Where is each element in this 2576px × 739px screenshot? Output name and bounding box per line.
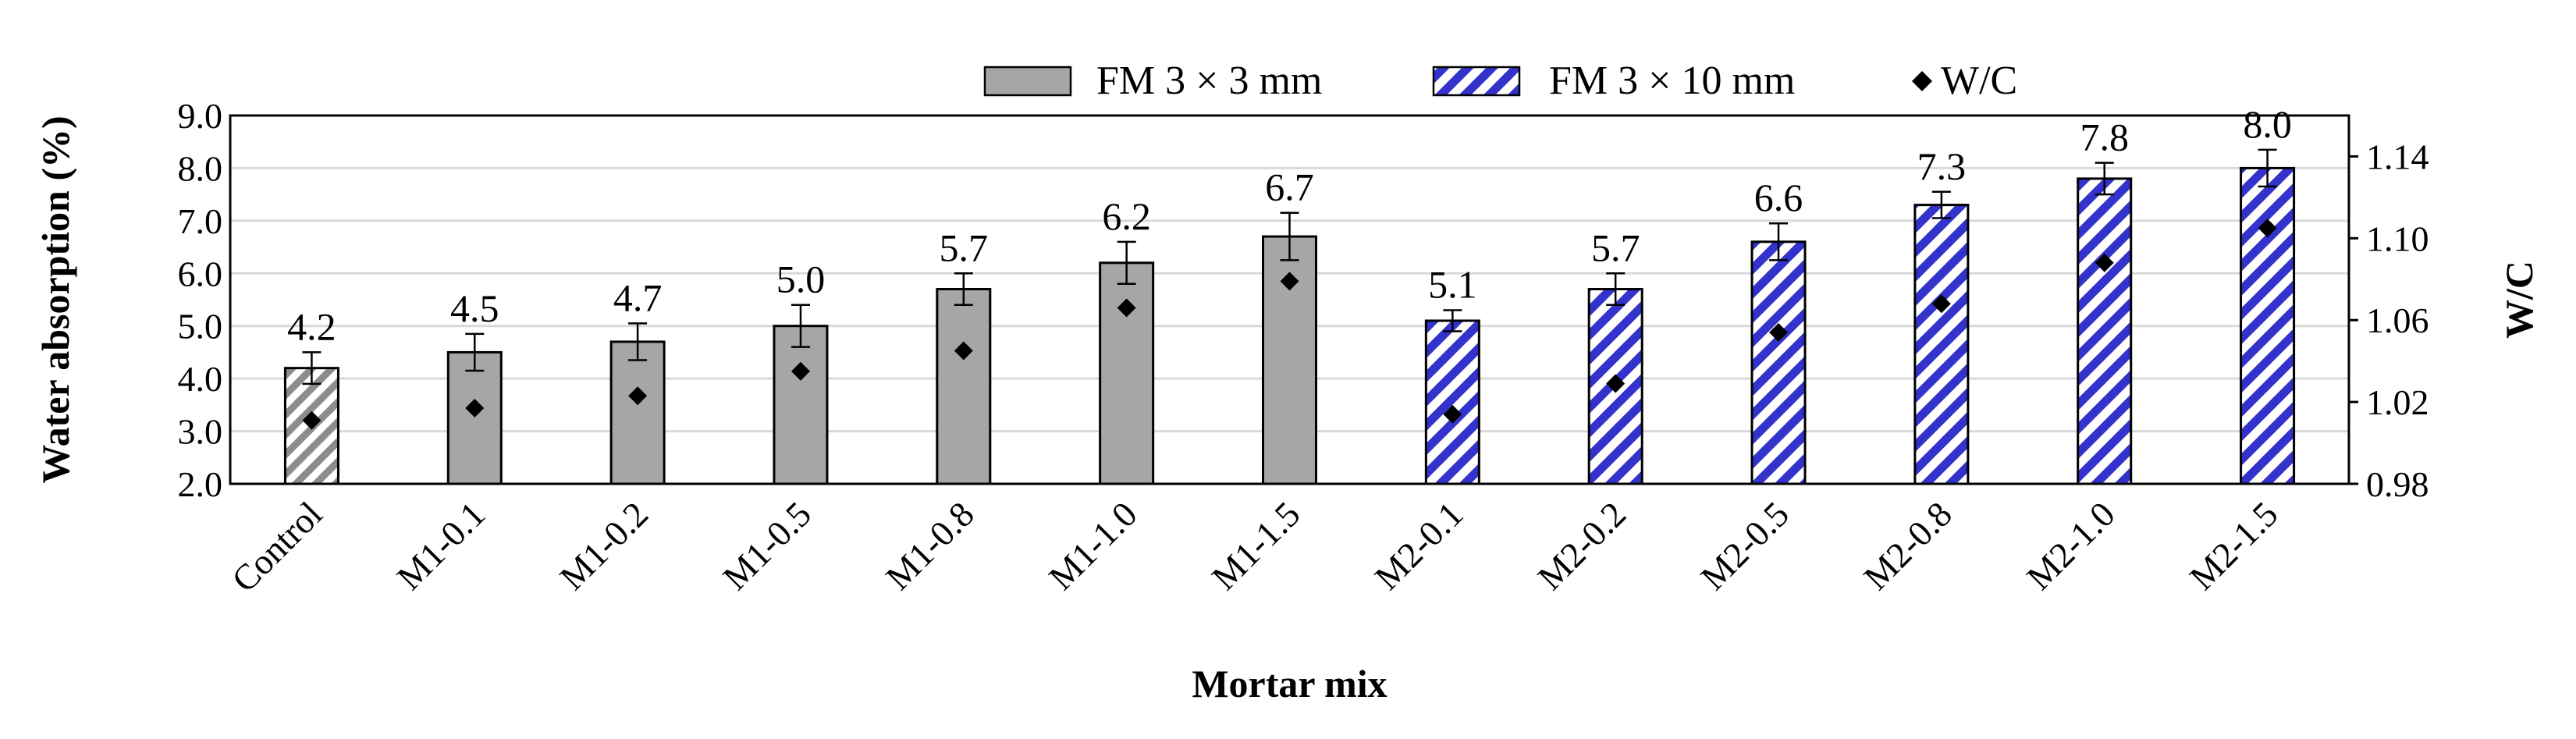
wc-diamond-marker bbox=[1769, 322, 1789, 342]
wc-diamond-marker bbox=[628, 386, 648, 406]
y2-tick-label: 0.98 bbox=[2366, 464, 2429, 504]
legend-label-wc: W/C bbox=[1941, 59, 2017, 103]
x-tick-label: M2-1.5 bbox=[2182, 494, 2286, 598]
data-label: 4.2 bbox=[287, 304, 336, 348]
bar bbox=[2077, 177, 2133, 485]
x-tick-label: M1-0.5 bbox=[715, 494, 819, 598]
x-tick-label: M1-0.1 bbox=[389, 494, 493, 598]
data-label: 6.2 bbox=[1102, 194, 1151, 238]
x-tick-label: M1-1.0 bbox=[1041, 494, 1145, 598]
x-tick-label: M1-0.2 bbox=[552, 494, 656, 598]
y2-tick-label: 1.10 bbox=[2366, 219, 2429, 258]
y-tick-label: 5.0 bbox=[178, 307, 223, 346]
x-tick-label: M2-1.0 bbox=[2019, 494, 2123, 598]
bar bbox=[1099, 261, 1155, 485]
legend-swatch-fm10 bbox=[1432, 66, 1521, 97]
data-label: 4.5 bbox=[450, 286, 499, 330]
y-tick-label: 7.0 bbox=[178, 201, 223, 241]
data-label: 8.0 bbox=[2243, 102, 2292, 146]
bar bbox=[609, 340, 666, 485]
data-label: 7.3 bbox=[1917, 144, 1967, 188]
wc-diamond-marker bbox=[1117, 298, 1136, 318]
wc-diamond-marker bbox=[954, 341, 973, 361]
bar bbox=[2240, 166, 2296, 485]
wc-diamond-marker bbox=[465, 398, 485, 417]
legend: FM 3 × 3 mm FM 3 × 10 mm W/C bbox=[983, 59, 2017, 103]
wc-diamond-marker bbox=[1280, 272, 1299, 291]
bar bbox=[446, 350, 503, 485]
data-label: 6.7 bbox=[1265, 165, 1314, 209]
bar bbox=[1913, 204, 1970, 485]
data-label: 5.0 bbox=[776, 258, 826, 301]
y2-axis-title: W/C bbox=[2497, 261, 2541, 339]
data-label: 7.8 bbox=[2080, 115, 2129, 159]
bar bbox=[1750, 240, 1807, 485]
x-tick-label: M1-1.5 bbox=[1204, 494, 1308, 598]
y2-axis-ticks: 0.98 1.02 1.06 1.10 1.14 bbox=[2349, 137, 2429, 504]
wc-diamond-marker bbox=[791, 361, 810, 381]
y2-tick-label: 1.02 bbox=[2366, 382, 2429, 422]
wc-diamond-marker bbox=[1931, 294, 1951, 314]
y-tick-label: 3.0 bbox=[178, 412, 223, 452]
y-axis-ticks: 2.0 3.0 4.0 5.0 6.0 7.0 8.0 9.0 bbox=[178, 96, 223, 504]
data-label: 4.7 bbox=[613, 275, 663, 319]
y2-tick-label: 1.06 bbox=[2366, 300, 2429, 340]
x-tick-label: M2-0.8 bbox=[1856, 494, 1960, 598]
legend-diamond-icon bbox=[1912, 71, 1932, 91]
bar bbox=[1424, 319, 1480, 485]
y-axis-title: Water absorption (%) bbox=[34, 115, 77, 483]
legend-label-fm10: FM 3 × 10 mm bbox=[1549, 59, 1795, 103]
plot-frame bbox=[229, 114, 2350, 485]
x-tick-label: Control bbox=[224, 494, 329, 599]
y-tick-label: 6.0 bbox=[178, 254, 223, 293]
y2-tick-label: 1.14 bbox=[2366, 137, 2429, 176]
y-tick-label: 8.0 bbox=[178, 148, 223, 188]
wc-diamond-marker bbox=[2258, 219, 2277, 238]
x-axis-ticks: Control M1-0.1 M1-0.2 M1-0.5 M1-0.8 M1-1.0 M1-… bbox=[224, 494, 2286, 599]
x-axis-title: Mortar mix bbox=[1192, 662, 1387, 705]
data-labels: 4.2 4.5 4.7 5.0 5.7 6.2 6.7 5.1 5.7 6.6 7.3 7.8 8.0 bbox=[287, 102, 2292, 349]
data-label: 6.6 bbox=[1754, 176, 1803, 219]
x-tick-label: M2-0.1 bbox=[1367, 494, 1471, 598]
y-tick-label: 9.0 bbox=[178, 96, 223, 136]
x-tick-label: M2-0.5 bbox=[1693, 494, 1796, 598]
x-tick-label: M2-0.2 bbox=[1530, 494, 1634, 598]
y-tick-label: 4.0 bbox=[178, 359, 223, 399]
wc-markers bbox=[302, 219, 2277, 430]
data-label: 5.7 bbox=[940, 226, 989, 269]
bar bbox=[773, 325, 829, 485]
data-label: 5.7 bbox=[1591, 226, 1640, 269]
wc-diamond-marker bbox=[1606, 374, 1626, 393]
wc-diamond-marker bbox=[2095, 253, 2114, 272]
bar bbox=[936, 288, 992, 485]
wc-diamond-marker bbox=[302, 410, 322, 430]
y-tick-label: 2.0 bbox=[178, 464, 223, 504]
data-label: 5.1 bbox=[1428, 262, 1477, 306]
legend-swatch-fm3 bbox=[983, 66, 1072, 97]
legend-label-fm3: FM 3 × 3 mm bbox=[1096, 59, 1322, 103]
wc-diamond-marker bbox=[1443, 404, 1462, 424]
error-bars bbox=[302, 148, 2277, 385]
x-tick-label: M1-0.8 bbox=[878, 494, 982, 598]
